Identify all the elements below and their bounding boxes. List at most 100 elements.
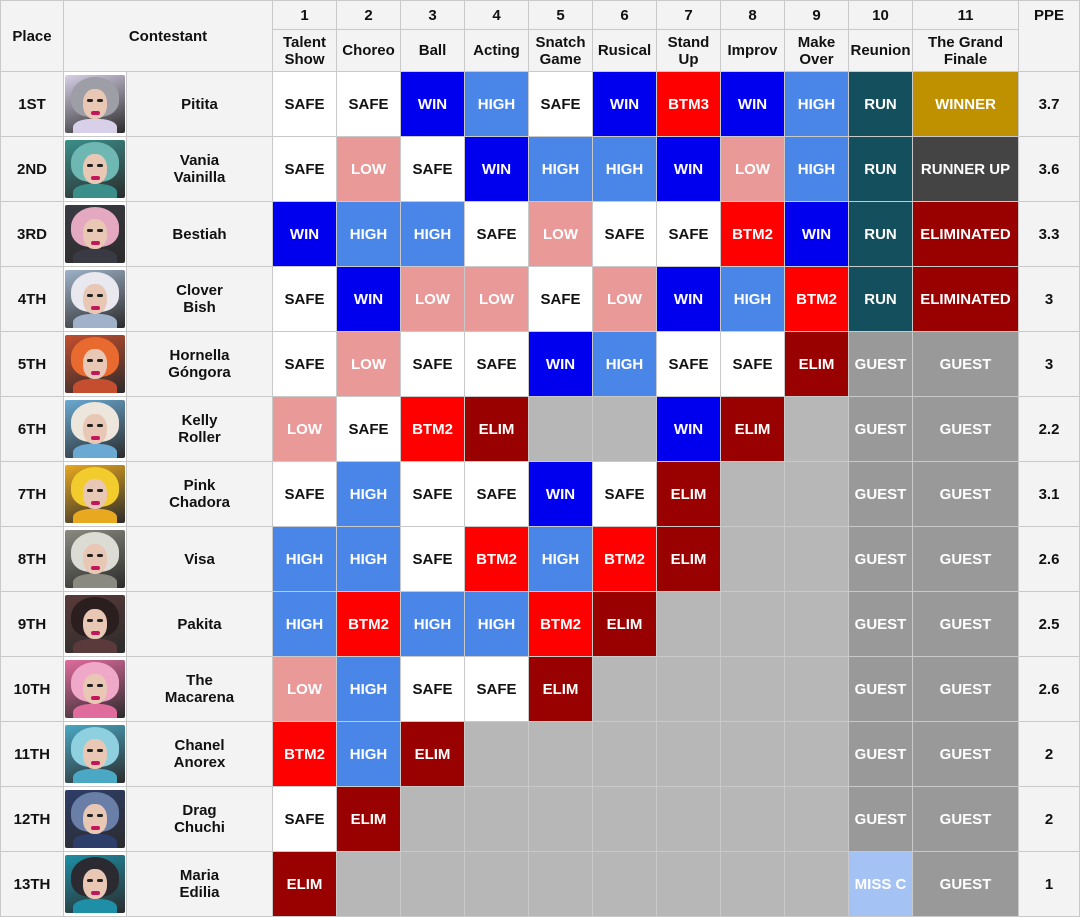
result-cell: GUEST <box>912 526 1019 592</box>
portrait-image <box>65 725 125 783</box>
contestant-name-line1: Vania <box>179 152 220 169</box>
result-cell: SAFE <box>336 71 401 137</box>
place-cell: 3RD <box>0 201 64 267</box>
table-row: 6TH Kelly Roller LOW SAFE BTM2 ELIM WIN ELIM GUES… <box>0 396 1080 462</box>
empty-result-cell <box>528 851 593 917</box>
empty-result-cell <box>720 721 785 787</box>
result-cell: BTM2 <box>720 201 785 267</box>
result-cell: WIN <box>720 71 785 137</box>
result-cell: HIGH <box>336 526 401 592</box>
result-cell: GUEST <box>848 721 913 787</box>
episode-number-11: 11 <box>912 0 1019 30</box>
contestant-name-line1: Clover <box>176 282 223 299</box>
result-cell: HIGH <box>528 136 593 202</box>
ppe-cell: 3.1 <box>1018 461 1080 527</box>
result-cell: BTM2 <box>592 526 657 592</box>
result-cell: SAFE <box>272 331 337 397</box>
result-cell: WIN <box>656 396 721 462</box>
result-cell: WIN <box>464 136 529 202</box>
episode-title-7: Stand Up <box>656 29 721 72</box>
contestant-photo <box>63 71 127 137</box>
contestant-name: Visa <box>126 526 273 592</box>
contestant-name-line1: The <box>186 672 213 689</box>
empty-result-cell <box>720 656 785 722</box>
contestant-name-line2: Anorex <box>173 754 226 771</box>
contestant-header: Contestant <box>63 0 273 72</box>
episode-number-9: 9 <box>784 0 849 30</box>
empty-result-cell <box>656 721 721 787</box>
result-cell: LOW <box>464 266 529 332</box>
ppe-cell: 3.7 <box>1018 71 1080 137</box>
empty-result-cell <box>720 851 785 917</box>
result-cell: RUN <box>848 266 913 332</box>
result-cell: BTM2 <box>784 266 849 332</box>
empty-result-cell <box>720 786 785 852</box>
place-cell: 1ST <box>0 71 64 137</box>
result-cell: WIN <box>272 201 337 267</box>
ppe-cell: 2.2 <box>1018 396 1080 462</box>
result-cell: HIGH <box>272 526 337 592</box>
result-cell: ELIM <box>784 331 849 397</box>
ppe-cell: 2.6 <box>1018 526 1080 592</box>
result-cell: ELIM <box>528 656 593 722</box>
empty-result-cell <box>720 461 785 527</box>
result-cell: WIN <box>784 201 849 267</box>
header-row-titles: Talent Show Choreo Ball Acting Snatch Game Ru… <box>1 29 1080 72</box>
contestant-photo <box>63 786 127 852</box>
contestant-name: Pitita <box>126 71 273 137</box>
contestant-name-line1: Drag <box>182 802 217 819</box>
empty-result-cell <box>656 786 721 852</box>
ppe-cell: 2 <box>1018 721 1080 787</box>
contestant-name: Vania Vainilla <box>126 136 273 202</box>
portrait-image <box>65 465 125 523</box>
result-cell: GUEST <box>848 656 913 722</box>
contestant-name-line1: Bestiah <box>172 225 227 243</box>
result-cell: GUEST <box>912 851 1019 917</box>
result-cell: SAFE <box>272 136 337 202</box>
empty-result-cell <box>784 851 849 917</box>
ppe-cell: 1 <box>1018 851 1080 917</box>
result-cell: HIGH <box>592 331 657 397</box>
episode-number-3: 3 <box>400 0 465 30</box>
portrait-image <box>65 595 125 653</box>
result-cell: WIN <box>528 331 593 397</box>
result-cell: HIGH <box>464 591 529 657</box>
table-row: 2ND Vania Vainilla SAFE LOW SAFE WIN HIGH HIGH WI… <box>0 136 1080 202</box>
result-cell: GUEST <box>912 721 1019 787</box>
place-cell: 11TH <box>0 721 64 787</box>
result-cell: WIN <box>400 71 465 137</box>
result-cell: ELIM <box>336 786 401 852</box>
empty-result-cell <box>528 786 593 852</box>
result-cell: ELIM <box>592 591 657 657</box>
place-cell: 10TH <box>0 656 64 722</box>
portrait-image <box>65 205 125 263</box>
result-cell: SAFE <box>720 331 785 397</box>
result-cell: LOW <box>400 266 465 332</box>
episode-number-10: 10 <box>848 0 913 30</box>
result-cell: WIN <box>528 461 593 527</box>
episode-title-5: Snatch Game <box>528 29 593 72</box>
portrait-image <box>65 400 125 458</box>
contestant-name-line1: Kelly <box>181 412 218 429</box>
result-cell: ELIM <box>464 396 529 462</box>
result-cell: SAFE <box>272 786 337 852</box>
episode-number-6: 6 <box>592 0 657 30</box>
result-cell: LOW <box>272 396 337 462</box>
result-cell: WINNER <box>912 71 1019 137</box>
result-cell: ELIMINATED <box>912 201 1019 267</box>
ppe-cell: 2.6 <box>1018 656 1080 722</box>
result-cell: RUN <box>848 71 913 137</box>
episode-number-1: 1 <box>272 0 337 30</box>
empty-result-cell <box>400 851 465 917</box>
contestant-photo <box>63 526 127 592</box>
result-cell: LOW <box>336 331 401 397</box>
episode-title-3: Ball <box>400 29 465 72</box>
result-cell: HIGH <box>592 136 657 202</box>
contestant-photo <box>63 461 127 527</box>
result-cell: BTM2 <box>272 721 337 787</box>
empty-result-cell <box>656 591 721 657</box>
result-cell: HIGH <box>336 656 401 722</box>
portrait-image <box>65 140 125 198</box>
contestant-name-line1: Chanel <box>174 737 225 754</box>
contestant-name: Kelly Roller <box>126 396 273 462</box>
